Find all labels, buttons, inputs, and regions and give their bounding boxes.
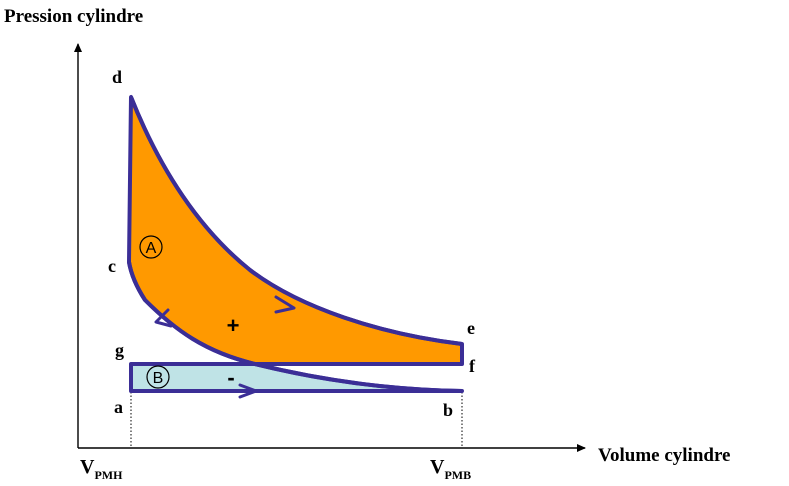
point-e-label: e (467, 318, 475, 338)
area-a-circle (139, 235, 163, 259)
arrow-expansion (274, 295, 296, 314)
area-a-marker: A (146, 240, 157, 257)
area-b-marker: B (153, 370, 164, 387)
work-loop-area (127, 95, 464, 366)
area-b-circle (146, 365, 170, 389)
point-d-label: d (112, 67, 122, 87)
y-axis-title: Pression cylindre (4, 6, 143, 27)
positive-work-sign: + (227, 313, 240, 338)
negative-work-sign: - (227, 365, 234, 390)
point-g-label: g (115, 340, 124, 360)
vpmh-label: VPMH (80, 456, 123, 482)
point-a-label: a (114, 397, 123, 417)
arrow-compression (154, 308, 173, 328)
arrow-intake (238, 383, 258, 399)
point-f-label: f (469, 356, 476, 376)
point-c-label: c (108, 256, 116, 276)
compression-curve (127, 261, 463, 393)
point-b-label: b (443, 400, 453, 420)
x-axis-title: Volume cylindre (598, 445, 730, 466)
vpmb-label: VPMB (430, 456, 471, 482)
expansion-curve (129, 96, 463, 346)
